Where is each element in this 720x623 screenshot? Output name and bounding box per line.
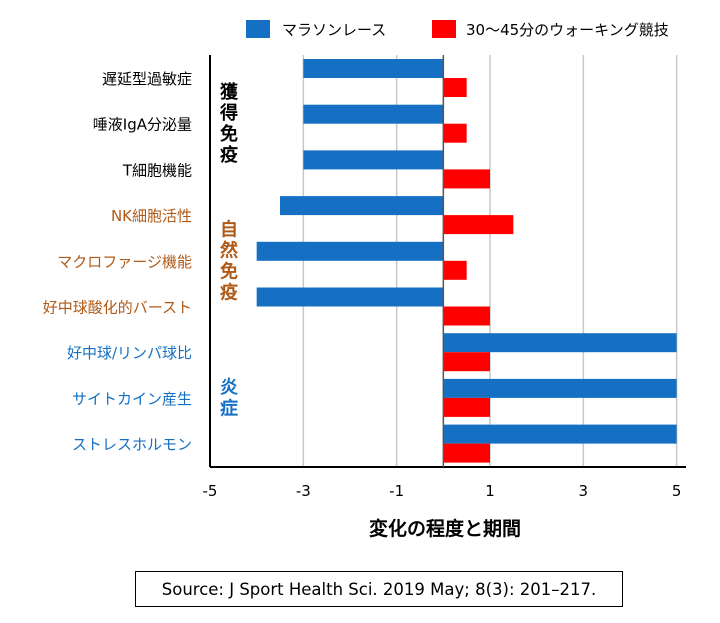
group-label-char: 然 [220,239,238,261]
legend-swatch-2 [432,20,456,38]
group-label-char: 得 [219,102,238,124]
bar-1-2 [303,104,444,124]
bar-2-9 [443,443,490,463]
category-label: 遅延型過敏症 [102,70,192,88]
legend-swatch-1 [246,20,270,38]
category-label: 好中球酸化的バースト [43,299,192,317]
bar-2-2 [443,123,467,143]
bar-2-4 [443,215,514,235]
group-label-char: 疫 [220,144,238,166]
x-tick-label: 3 [579,482,589,500]
bar-1-9 [443,424,677,444]
chart: マラソンレース 30～45分のウォーキング競技 -5 -3 -1 1 3 5 遅延型過敏症唾… [43,20,686,540]
category-label: 唾液IgA分泌量 [93,116,192,134]
x-tick-label: 5 [672,482,682,500]
bar-1-8 [443,378,677,398]
bar-1-4 [280,196,444,216]
bar-2-1 [443,78,467,97]
bar-2-5 [443,260,467,280]
x-axis-label: 変化の程度と期間 [369,517,521,540]
group-label-char: 免 [220,123,238,145]
category-label: ストレスホルモン [72,436,192,454]
bar-2-7 [443,352,490,372]
axes: -5 -3 -1 1 3 5 [203,55,686,500]
bar-1-1 [303,59,444,78]
category-label: NK細胞活性 [111,207,192,225]
x-tick-label: 1 [485,482,495,500]
legend-label-1: マラソンレース [282,21,386,39]
bar-2-3 [443,169,490,189]
source-citation: Source: J Sport Health Sci. 2019 May; 8(… [135,571,623,607]
group-label-char: 疫 [220,281,238,303]
group-label-char: 免 [220,260,238,282]
category-label: サイトカイン産生 [72,390,192,408]
category-label: T細胞機能 [122,161,192,179]
category-label: 好中球/リンパ球比 [67,344,192,362]
bar-1-3 [303,150,444,170]
bar-1-6 [256,287,444,307]
legend: マラソンレース 30～45分のウォーキング競技 [246,20,669,39]
bar-1-5 [256,241,444,261]
legend-label-2: 30～45分のウォーキング競技 [466,21,669,39]
bar-2-8 [443,397,490,417]
x-tick-label: -5 [203,482,218,500]
group-label-char: 炎 [220,377,238,398]
group-label-char: 症 [220,397,238,419]
category-label: マクロファージ機能 [57,253,192,271]
x-tick-label: -1 [389,482,404,500]
x-tick-label: -3 [296,482,311,500]
bar-1-7 [443,333,677,353]
group-label-char: 獲 [220,82,239,103]
bars [256,59,677,463]
group-label-char: 自 [220,218,238,240]
bar-2-6 [443,306,490,326]
